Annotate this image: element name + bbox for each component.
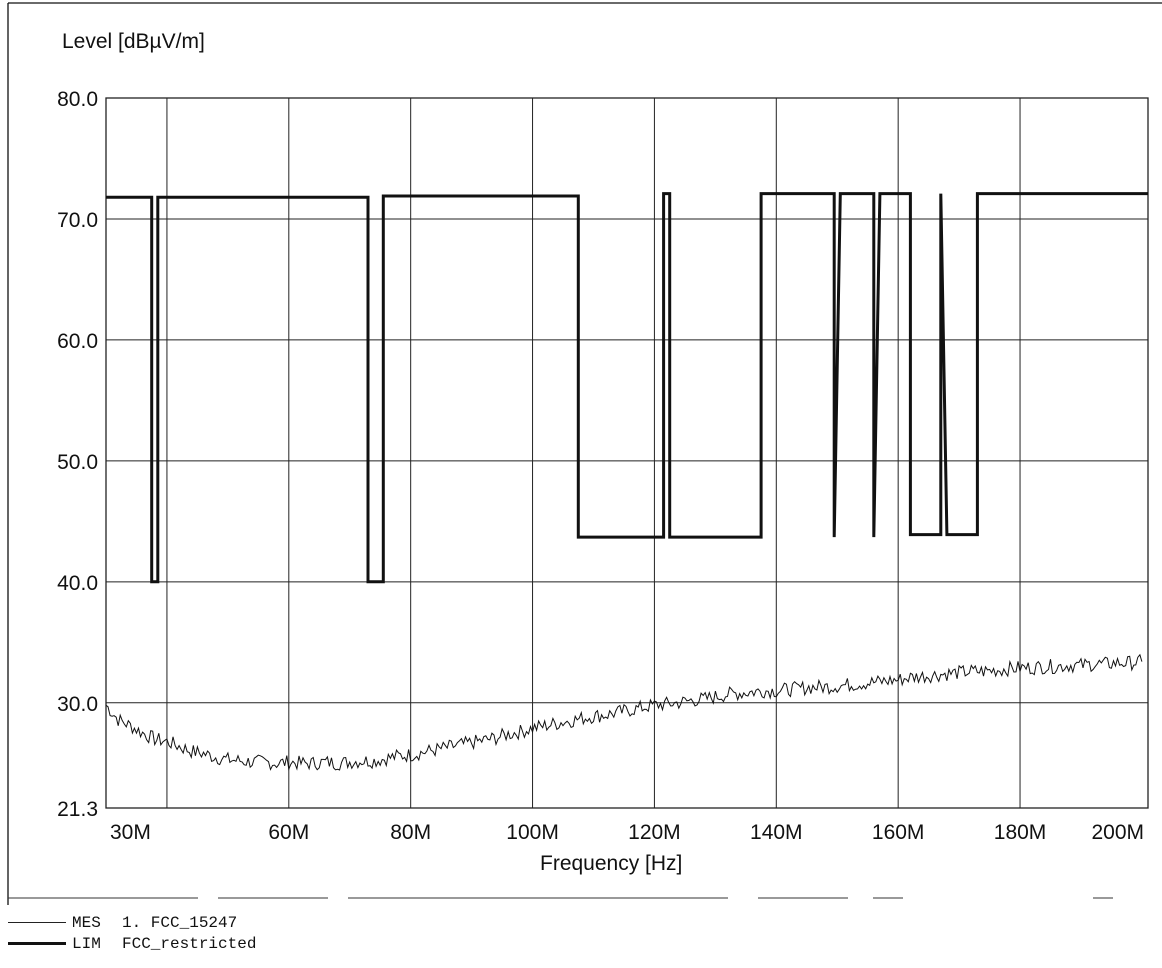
y-axis-label: Level [dBµV/m] — [62, 30, 205, 53]
legend-item-mes: MES 1. FCC_15247 — [8, 912, 256, 933]
series-line-limit — [106, 192, 1148, 584]
y-tick-label: 80.0 — [57, 88, 98, 111]
y-tick-label: 40.0 — [57, 572, 98, 595]
x-tick-label: 30M — [110, 821, 151, 844]
plot-border — [105, 97, 1149, 809]
x-tick-label: 80M — [390, 821, 431, 844]
x-tick-label: 120M — [628, 821, 681, 844]
legend-swatch-thin — [8, 922, 66, 923]
x-tick-label: 160M — [872, 821, 925, 844]
x-tick-label: 140M — [750, 821, 803, 844]
plot-area: 80.0 70.0 60.0 50.0 40.0 30.0 21.3 30M 60M 80M 100… — [57, 88, 1149, 844]
legend-tag: MES — [72, 913, 101, 932]
legend-item-lim: LIM FCC_restricted — [8, 933, 256, 954]
x-tick-label: 60M — [268, 821, 309, 844]
legend-tag: LIM — [72, 934, 101, 953]
y-tick-label: 30.0 — [57, 693, 98, 716]
x-tick-label: 100M — [506, 821, 559, 844]
legend-swatch-thick — [8, 942, 66, 945]
x-tick-label: 200M — [1091, 821, 1144, 844]
y-tick-label: 21.3 — [57, 798, 98, 821]
x-axis-label: Frequency [Hz] — [540, 852, 683, 875]
legend-series-name: 1. FCC_15247 — [122, 913, 238, 932]
y-tick-label: 50.0 — [57, 451, 98, 474]
series-line-measurement — [105, 653, 1143, 772]
x-tick-label: 180M — [994, 821, 1047, 844]
legend-series-name: FCC_restricted — [122, 934, 257, 953]
y-tick-label: 60.0 — [57, 330, 98, 353]
y-tick-label: 70.0 — [57, 209, 98, 232]
legend: MES 1. FCC_15247 LIM FCC_restricted — [8, 912, 256, 954]
